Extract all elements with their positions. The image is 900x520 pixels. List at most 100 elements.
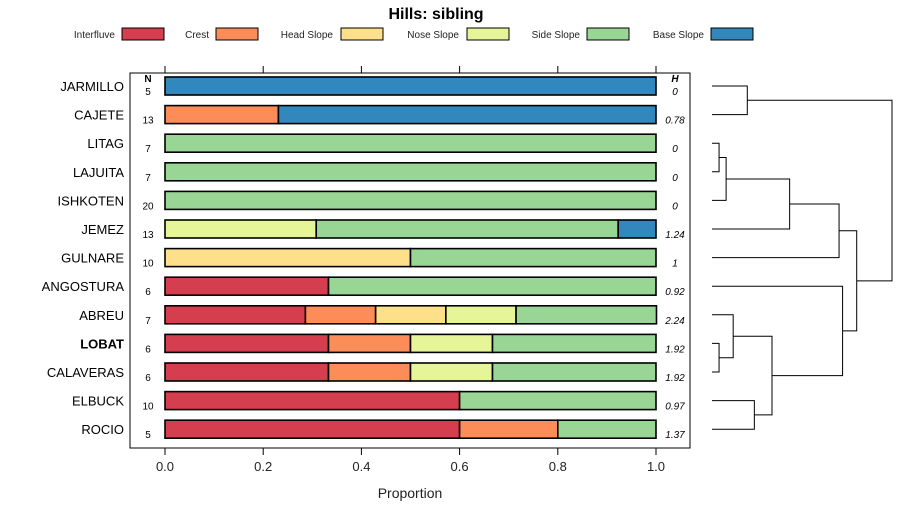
bar-segment-crest xyxy=(458,419,559,440)
h-value: 1.24 xyxy=(665,230,685,241)
category-label: ELBUCK xyxy=(72,394,124,409)
dendrogram-branch xyxy=(839,230,858,332)
bar-segment-interfluve xyxy=(164,304,307,325)
category-labels: JARMILLO CAJETE LITAG LAJUITA ISHKOTEN JEMEZ G… xyxy=(42,79,125,437)
top-axis-ticks xyxy=(164,66,657,73)
category-label: ANGOSTURA xyxy=(42,279,125,294)
bar-segment-side-slope xyxy=(458,390,657,411)
category-label: GULNARE xyxy=(61,251,124,266)
h-value: 0 xyxy=(672,173,678,184)
category-label: LAJUITA xyxy=(73,165,124,180)
n-values: 5 13 7 7 20 13 10 6 7 6 6 10 5 xyxy=(142,87,154,441)
bar-segment-nose-slope xyxy=(409,333,494,354)
bar-segment-nose-slope xyxy=(409,362,494,382)
bar-segment-crest xyxy=(327,362,412,382)
bar-segment-base-slope xyxy=(617,219,657,239)
h-value: 1.37 xyxy=(665,430,685,441)
bar-segment-interfluve xyxy=(164,419,461,440)
bar-segment-interfluve xyxy=(164,362,330,382)
bar-segment-nose-slope xyxy=(445,304,517,325)
x-tick-label: 0.8 xyxy=(549,459,567,474)
h-value: 1 xyxy=(672,259,678,270)
x-tick-label: 1.0 xyxy=(647,459,665,474)
bars xyxy=(164,76,658,440)
h-value: 0 xyxy=(672,144,678,155)
n-value: 10 xyxy=(142,402,154,413)
bar-segment-nose-slope xyxy=(164,219,318,239)
x-axis: 0.0 0.2 0.4 0.6 0.8 1.0 xyxy=(156,448,665,474)
category-label: CALAVERAS xyxy=(47,365,124,380)
h-value: 0 xyxy=(672,201,678,212)
n-value: 20 xyxy=(142,201,154,212)
legend-swatch xyxy=(121,27,165,41)
h-value: 0.97 xyxy=(665,402,685,413)
bar-segment-side-slope xyxy=(409,247,657,268)
h-value: 0.92 xyxy=(665,287,685,298)
bar-segment-side-slope xyxy=(515,304,658,325)
n-value: 6 xyxy=(145,287,151,298)
n-value: 7 xyxy=(145,316,151,327)
dendrogram-branch xyxy=(712,178,791,230)
legend-swatch xyxy=(340,27,384,41)
dendrogram-branch xyxy=(712,400,755,430)
dendrogram-branch xyxy=(747,99,893,282)
bar-segment-base-slope xyxy=(164,76,657,96)
bar-segment-side-slope xyxy=(164,190,657,211)
dendrogram-branch xyxy=(712,342,720,373)
h-value: 0.78 xyxy=(665,116,685,127)
bar-segment-interfluve xyxy=(164,390,461,411)
bar-segment-side-slope xyxy=(327,276,657,297)
h-value: 1.92 xyxy=(665,344,685,355)
bar-segment-head-slope xyxy=(164,247,412,268)
n-value: 6 xyxy=(145,344,151,355)
bar-segment-side-slope xyxy=(164,162,657,182)
h-value: 0 xyxy=(672,87,678,98)
legend-swatch xyxy=(586,27,630,41)
dendrogram-branch xyxy=(712,285,844,377)
dendrogram-branch xyxy=(712,142,720,173)
x-tick-label: 0.2 xyxy=(254,459,272,474)
category-label: ROCIO xyxy=(81,422,124,437)
n-value: 10 xyxy=(142,259,154,270)
bar-segment-side-slope xyxy=(491,362,657,382)
x-axis-label: Proportion xyxy=(378,485,443,501)
x-tick-label: 0.6 xyxy=(451,459,469,474)
category-label: LITAG xyxy=(87,136,124,151)
n-value: 5 xyxy=(145,87,151,98)
h-values: 0 0.78 0 0 0 1.24 1 0.92 2.24 1.92 1.92 0.97 1.37 xyxy=(664,87,685,441)
h-value: 2.24 xyxy=(664,316,685,327)
bar-segment-side-slope xyxy=(164,133,657,153)
dendrogram xyxy=(712,85,893,430)
category-label: CAJETE xyxy=(74,108,124,123)
x-tick-label: 0.4 xyxy=(352,459,370,474)
legend-label: Head Slope xyxy=(281,30,334,41)
legend: Interfluve Crest Head Slope Nose Slope Side … xyxy=(74,27,754,41)
chart-title: Hills: sibling xyxy=(388,6,483,23)
legend-swatch xyxy=(466,27,510,41)
category-label: JEMEZ xyxy=(81,222,124,237)
plot-frame xyxy=(129,72,691,449)
bar-segment-crest xyxy=(327,333,412,354)
n-value: 13 xyxy=(142,230,154,241)
h-value: 1.92 xyxy=(665,373,685,384)
dendrogram-branch xyxy=(712,85,748,116)
n-value: 7 xyxy=(145,144,151,155)
bar-segment-base-slope xyxy=(277,104,657,125)
h-column-header: H xyxy=(671,74,679,85)
bar-segment-crest xyxy=(304,304,377,325)
category-label: LOBAT xyxy=(80,336,124,351)
dendrogram-branch xyxy=(712,314,734,359)
n-value: 6 xyxy=(145,373,151,384)
n-value: 13 xyxy=(142,116,154,127)
dendrogram-branch xyxy=(733,335,773,416)
plot-area: JARMILLO CAJETE LITAG LAJUITA ISHKOTEN JEMEZ G… xyxy=(42,66,691,449)
n-column-header: N xyxy=(144,74,151,85)
bar-segment-interfluve xyxy=(164,333,330,354)
n-value: 7 xyxy=(145,173,151,184)
legend-label: Crest xyxy=(185,30,209,41)
category-label: JARMILLO xyxy=(60,79,124,94)
legend-swatch xyxy=(215,27,259,41)
dendrogram-branch xyxy=(712,203,840,259)
legend-label: Side Slope xyxy=(532,30,581,41)
